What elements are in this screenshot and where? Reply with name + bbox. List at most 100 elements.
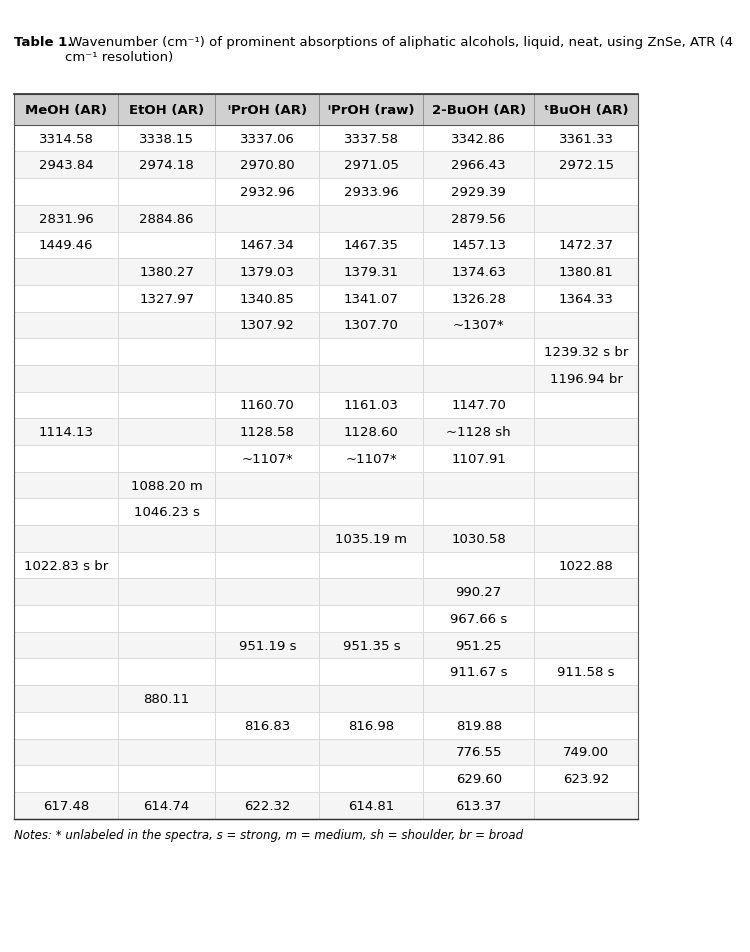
Bar [534,206,638,232]
Bar [423,259,534,286]
Bar [14,765,118,792]
Bar [320,232,423,259]
Text: 1161.03: 1161.03 [344,399,399,412]
Bar [215,232,320,259]
Bar [215,685,320,712]
Text: 776.55: 776.55 [455,745,502,759]
Bar [215,179,320,206]
Text: 1380.81: 1380.81 [559,266,614,279]
Text: 1327.97: 1327.97 [140,292,194,306]
Bar [14,526,118,552]
Text: Notes: * unlabeled in the spectra, s = strong, m = medium, sh = shoulder, br = b: Notes: * unlabeled in the spectra, s = s… [14,828,523,842]
Bar [320,472,423,499]
Bar [534,179,638,206]
Bar [215,312,320,339]
Bar [320,499,423,526]
Bar [118,126,215,152]
Bar [320,659,423,685]
Text: 816.83: 816.83 [244,719,290,732]
Text: 819.88: 819.88 [456,719,502,732]
Text: 2932.96: 2932.96 [240,186,295,199]
Bar [14,232,118,259]
Bar [423,446,534,472]
Bar [320,605,423,632]
Text: ᵗBuOH (AR): ᵗBuOH (AR) [544,104,628,117]
Text: 951.35 s: 951.35 s [343,639,400,652]
Bar [215,419,320,446]
Bar [215,206,320,232]
Bar [534,659,638,685]
Bar [320,339,423,366]
Text: 967.66 s: 967.66 s [450,612,507,625]
Bar [534,472,638,499]
Bar [14,95,118,126]
Text: 613.37: 613.37 [455,799,502,812]
Bar [534,765,638,792]
Bar [534,552,638,579]
Bar [118,605,215,632]
Bar [215,126,320,152]
Bar [118,765,215,792]
Text: 614.74: 614.74 [143,799,190,812]
Bar [118,286,215,312]
Text: 1340.85: 1340.85 [240,292,295,306]
Text: 2884.86: 2884.86 [140,212,194,226]
Bar [320,792,423,819]
Text: 1449.46: 1449.46 [39,239,93,252]
Bar [534,605,638,632]
Bar [423,472,534,499]
Text: 749.00: 749.00 [563,745,609,759]
Text: 3337.58: 3337.58 [344,132,399,146]
Text: EtOH (AR): EtOH (AR) [129,104,204,117]
Bar [534,739,638,765]
Bar [118,392,215,419]
Bar [14,685,118,712]
Text: 1307.70: 1307.70 [344,319,399,332]
Text: 951.19 s: 951.19 s [238,639,296,652]
Bar [118,232,215,259]
Bar [423,392,534,419]
Bar [14,446,118,472]
Text: 1022.83 s br: 1022.83 s br [24,559,108,572]
Bar [423,605,534,632]
Bar [118,312,215,339]
Bar [423,659,534,685]
Text: 3342.86: 3342.86 [452,132,506,146]
Text: ⁱPrOH (AR): ⁱPrOH (AR) [228,104,307,117]
Bar [320,152,423,179]
Bar [320,632,423,659]
Text: 1239.32 s br: 1239.32 s br [544,346,628,359]
Bar [118,526,215,552]
Text: 1467.34: 1467.34 [240,239,295,252]
Text: ~1107*: ~1107* [242,452,293,466]
Bar [534,366,638,392]
Text: 1379.31: 1379.31 [344,266,399,279]
Text: 2879.56: 2879.56 [452,212,506,226]
Bar [320,312,423,339]
Text: ⁱPrOH (raw): ⁱPrOH (raw) [328,104,415,117]
Bar [118,179,215,206]
Bar [423,632,534,659]
Bar [215,526,320,552]
Text: 2929.39: 2929.39 [452,186,506,199]
Bar [320,286,423,312]
Bar [215,286,320,312]
Bar [534,392,638,419]
Bar [118,206,215,232]
Bar [118,472,215,499]
Text: 951.25: 951.25 [455,639,502,652]
Bar [534,526,638,552]
Text: 617.48: 617.48 [43,799,89,812]
Bar [118,339,215,366]
Bar [14,632,118,659]
Bar [14,659,118,685]
Text: Wavenumber (cm⁻¹) of prominent absorptions of aliphatic alcohols, liquid, neat, : Wavenumber (cm⁻¹) of prominent absorptio… [65,36,734,64]
Bar [534,712,638,739]
Bar [423,366,534,392]
Text: 1380.27: 1380.27 [140,266,194,279]
Bar [14,605,118,632]
Bar [215,392,320,419]
Text: 2971.05: 2971.05 [344,159,399,172]
Bar [423,339,534,366]
Text: 1030.58: 1030.58 [452,532,506,545]
